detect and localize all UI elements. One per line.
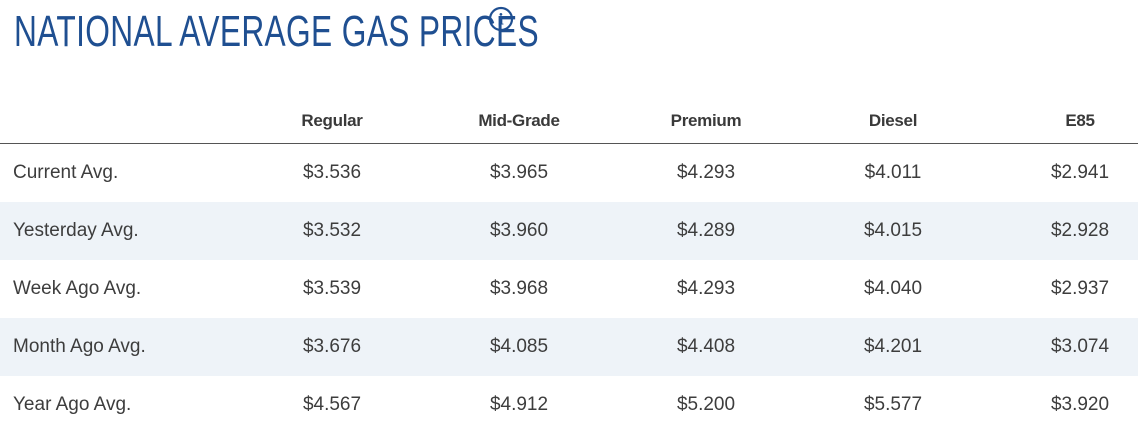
price-diesel: $4.201 bbox=[863, 336, 923, 357]
column-header-diesel: Diesel bbox=[868, 111, 918, 130]
price-premium: $4.408 bbox=[676, 336, 736, 357]
row-label: Current Avg. bbox=[13, 162, 119, 183]
price-e85: $2.928 bbox=[1050, 220, 1110, 241]
price-diesel: $4.040 bbox=[863, 278, 923, 299]
table-row-month-ago: Month Ago Avg. $3.676 $4.085 $4.408 $4.2… bbox=[0, 318, 1138, 376]
price-premium: $4.289 bbox=[676, 220, 736, 241]
price-regular: $3.539 bbox=[302, 278, 362, 299]
column-header-regular: Regular bbox=[301, 111, 363, 130]
price-mid-grade: $3.960 bbox=[489, 220, 549, 241]
price-e85: $2.937 bbox=[1050, 278, 1110, 299]
price-premium: $5.200 bbox=[676, 394, 736, 415]
price-e85: $3.074 bbox=[1050, 336, 1110, 357]
column-header-mid-grade: Mid-Grade bbox=[478, 111, 560, 130]
price-mid-grade: $3.965 bbox=[489, 162, 549, 183]
column-header-premium: Premium bbox=[670, 111, 742, 130]
row-label: Yesterday Avg. bbox=[13, 220, 139, 241]
price-premium: $4.293 bbox=[676, 162, 736, 183]
price-mid-grade: $4.085 bbox=[489, 336, 549, 357]
page-title-text: NATIONAL AVERAGE GAS PRICES bbox=[14, 7, 539, 56]
table-row-week-ago: Week Ago Avg. $3.539 $3.968 $4.293 $4.04… bbox=[0, 260, 1138, 318]
price-regular: $4.567 bbox=[302, 394, 362, 415]
price-premium: $4.293 bbox=[676, 278, 736, 299]
page-title: NATIONAL AVERAGE GAS PRICES bbox=[14, 6, 660, 58]
price-regular: $3.676 bbox=[302, 336, 362, 357]
price-regular: $3.532 bbox=[302, 220, 362, 241]
table-row-current: Current Avg. $3.536 $3.965 $4.293 $4.011… bbox=[0, 144, 1138, 202]
table-row-year-ago: Year Ago Avg. $4.567 $4.912 $5.200 $5.57… bbox=[0, 376, 1138, 434]
price-diesel: $5.577 bbox=[863, 394, 923, 415]
price-mid-grade: $4.912 bbox=[489, 394, 549, 415]
row-label: Month Ago Avg. bbox=[13, 336, 146, 357]
price-mid-grade: $3.968 bbox=[489, 278, 549, 299]
price-diesel: $4.011 bbox=[864, 162, 922, 183]
info-icon-glyph: i bbox=[498, 11, 504, 29]
price-e85: $3.920 bbox=[1050, 394, 1110, 415]
info-icon[interactable]: i bbox=[488, 6, 514, 32]
column-header-e85: E85 bbox=[1065, 111, 1095, 130]
price-diesel: $4.015 bbox=[863, 220, 923, 241]
table-row-yesterday: Yesterday Avg. $3.532 $3.960 $4.289 $4.0… bbox=[0, 202, 1138, 260]
price-e85: $2.941 bbox=[1050, 162, 1110, 183]
row-label: Week Ago Avg. bbox=[13, 278, 142, 299]
row-label: Year Ago Avg. bbox=[13, 394, 132, 415]
table-header: Regular Mid-Grade Premium Diesel E85 bbox=[0, 100, 1138, 144]
price-regular: $3.536 bbox=[302, 162, 362, 183]
